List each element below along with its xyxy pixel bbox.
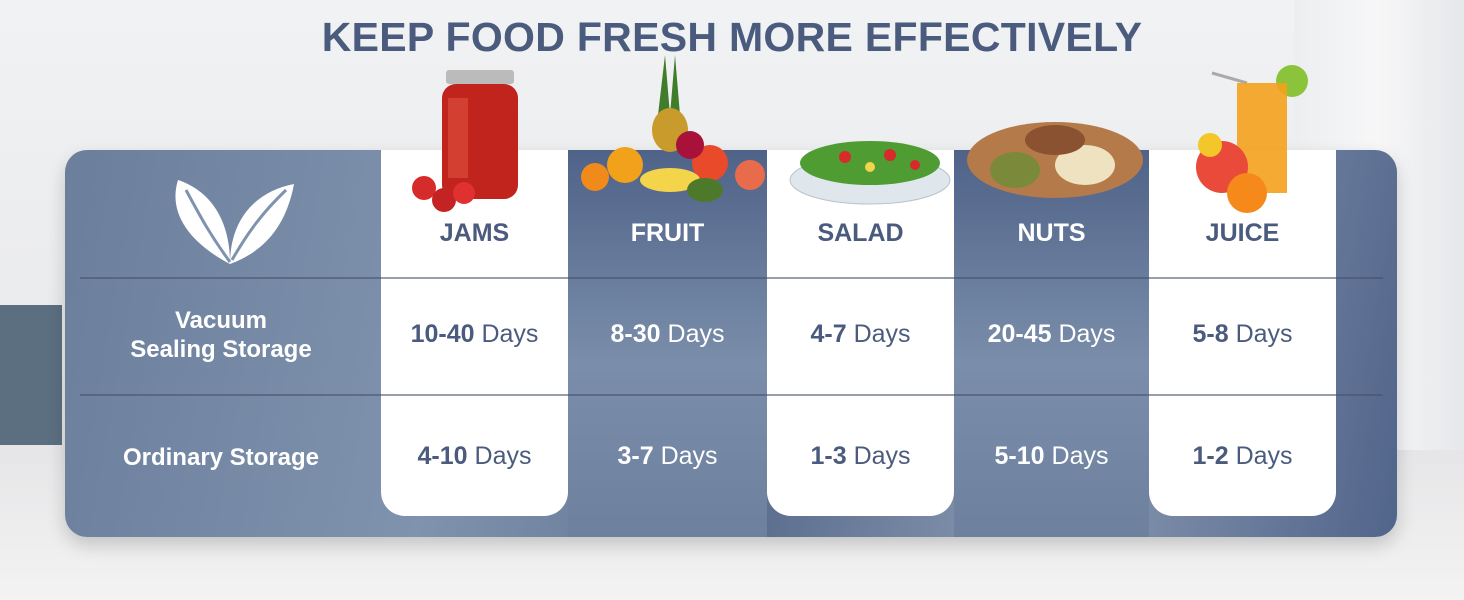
unit: Days	[474, 442, 532, 470]
ordinary-value: 1-3 Days	[767, 442, 954, 471]
unit: Days	[853, 320, 911, 348]
row-label-line: Sealing Storage	[130, 336, 312, 363]
column-jams: JAMS 10-40 Days 4-10 Days	[381, 150, 568, 516]
row-divider	[80, 394, 1383, 396]
column-fruit: FRUIT 8-30 Days 3-7 Days	[568, 150, 767, 537]
range: 4-7	[810, 320, 847, 348]
page-title: KEEP FOOD FRESH MORE EFFECTIVELY	[321, 14, 1143, 60]
row-label-line: Vacuum	[174, 307, 268, 334]
column-salad: SALAD 4-7 Days 1-3 Days	[767, 150, 954, 516]
unit: Days	[1235, 442, 1293, 470]
range: 3-7	[617, 442, 654, 470]
fruit-image	[570, 55, 770, 210]
vacuum-value: 20-45 Days	[954, 320, 1149, 349]
column-header: JAMS	[439, 219, 510, 247]
vacuum-value: 4-7 Days	[767, 320, 954, 349]
column-nuts: NUTS 20-45 Days 5-10 Days	[954, 150, 1149, 537]
unit: Days	[1051, 442, 1109, 470]
column-header: FRUIT	[630, 219, 705, 247]
row-divider	[80, 277, 1383, 279]
vacuum-value: 5-8 Days	[1149, 320, 1336, 349]
unit: Days	[1058, 320, 1116, 348]
column-header: SALAD	[817, 219, 904, 247]
unit: Days	[481, 320, 539, 348]
unit: Days	[660, 442, 718, 470]
range: 5-10	[994, 442, 1045, 470]
ordinary-value: 1-2 Days	[1149, 442, 1336, 471]
jams-image	[408, 68, 528, 223]
leaf-icon	[175, 180, 294, 264]
row-label-vacuum: Vacuum Sealing Storage	[80, 306, 362, 364]
ordinary-value: 3-7 Days	[568, 442, 767, 471]
range: 20-45	[987, 320, 1052, 348]
unit: Days	[853, 442, 911, 470]
ordinary-value: 4-10 Days	[381, 442, 568, 471]
juice-image	[1192, 65, 1312, 220]
range: 1-2	[1192, 442, 1229, 470]
range: 8-30	[610, 320, 661, 348]
column-header: JUICE	[1205, 219, 1280, 247]
column-header: NUTS	[1017, 219, 1086, 247]
row-label-ordinary: Ordinary Storage	[122, 444, 320, 471]
background-counter	[0, 305, 62, 445]
unit: Days	[1235, 320, 1293, 348]
range: 1-3	[810, 442, 847, 470]
range: 4-10	[417, 442, 468, 470]
range: 10-40	[410, 320, 475, 348]
nuts-image	[965, 115, 1145, 210]
salad-image	[785, 125, 955, 220]
unit: Days	[667, 320, 725, 348]
vacuum-value: 8-30 Days	[568, 320, 767, 349]
ordinary-value: 5-10 Days	[954, 442, 1149, 471]
range: 5-8	[1192, 320, 1229, 348]
vacuum-value: 10-40 Days	[381, 320, 568, 349]
